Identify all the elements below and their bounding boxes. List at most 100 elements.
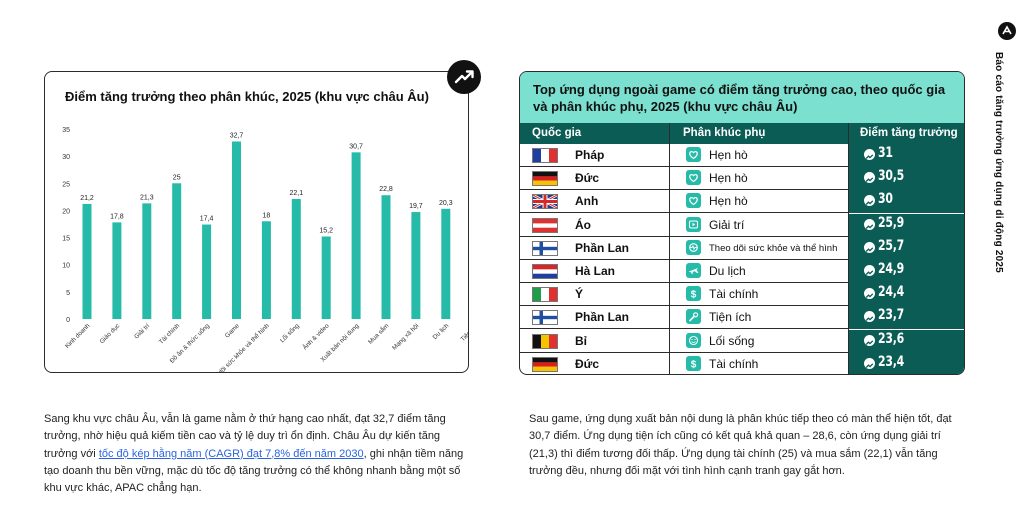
- growth-score: 31: [878, 145, 893, 161]
- netherlands-flag-icon: [532, 264, 558, 279]
- table-row: Pháp Hẹn hò 31: [520, 144, 964, 167]
- germany-flag-icon: [532, 356, 558, 372]
- table-row: Phần Lan Theo dõi sức khỏe và thể hình 25,…: [520, 236, 964, 260]
- table-row: Phần Lan Tiện ích 23,7: [520, 306, 964, 330]
- table-row: Đức Hẹn hò 30,5: [520, 167, 964, 191]
- segment-name: Lối sống: [709, 333, 755, 348]
- segment-name: Hẹn hò: [709, 194, 748, 209]
- svg-text:$: $: [691, 359, 697, 370]
- country-name: Đức: [575, 171, 600, 186]
- category-label: Mua sắm: [366, 321, 391, 346]
- belgium-flag-icon: [532, 333, 558, 349]
- table-column-headers: Quốc gia Phân khúc phụ Điểm tăng trưởng: [520, 123, 964, 144]
- score-cell: 24,9: [849, 260, 964, 283]
- score-cell: 25,7: [849, 236, 964, 260]
- report-title: Báo cáo tăng trưởng ứng dụng di động 202…: [993, 52, 1004, 273]
- category-label: Tài chính: [158, 322, 182, 346]
- col-score: Điểm tăng trưởng: [860, 127, 958, 139]
- side-header: Báo cáo tăng trưởng ứng dụng di động 202…: [992, 22, 1022, 282]
- brand-logo-icon: [998, 22, 1016, 40]
- bar: [291, 199, 301, 319]
- table-row: Bỉ Lối sống 23,6: [520, 329, 964, 353]
- bar: [261, 221, 271, 319]
- country-name: Phần Lan: [575, 240, 630, 255]
- table-header: Top ứng dụng ngoài game có điểm tăng trư…: [520, 72, 964, 123]
- bar: [172, 183, 182, 319]
- growth-score: 30: [878, 191, 893, 208]
- bar-value-label: 22,8: [379, 186, 393, 193]
- category-label: Game: [224, 322, 241, 339]
- trending-up-icon: [864, 265, 875, 276]
- svg-text:$: $: [691, 290, 697, 301]
- col-segment: Phân khúc phụ: [683, 127, 766, 139]
- table-title: Top ứng dụng ngoài game có điểm tăng trư…: [533, 82, 946, 114]
- country-name: Hà Lan: [575, 264, 616, 278]
- bar-value-label: 22,1: [289, 190, 303, 197]
- heart-icon: [686, 193, 701, 209]
- bar-value-label: 21,3: [140, 194, 154, 201]
- growth-score: 23,7: [878, 307, 905, 324]
- chart-title: Điểm tăng trưởng theo phân khúc, 2025 (k…: [65, 89, 429, 104]
- italy-flag-icon: [532, 287, 558, 303]
- column-divider: [669, 123, 670, 374]
- uk-flag-icon: [532, 194, 558, 210]
- segment-name: Tiện ích: [709, 310, 752, 325]
- bar-chart: 0 5 10 15 20 25 30 35 21,2 Kinh doanh 17,8 Giáo dục…: [62, 127, 469, 373]
- category-label: Ảnh & video: [300, 321, 331, 352]
- germany-flag-icon: [532, 171, 558, 187]
- fitness-icon: [686, 239, 701, 255]
- dollar-icon: $: [686, 286, 701, 302]
- segment-name: Theo dõi sức khỏe và thể hình: [709, 242, 838, 254]
- table-row: Ý $ Tài chính 24,4: [520, 283, 964, 307]
- trending-up-icon: [864, 218, 875, 230]
- heart-icon: [686, 147, 701, 162]
- bar: [82, 203, 92, 319]
- y-tick-label: 25: [62, 181, 70, 188]
- bar-value-label: 21,2: [80, 195, 94, 202]
- country-name: Đức: [575, 356, 600, 371]
- paragraph-left-text-end: , ghi nhận tiềm năng tạo doanh thu bền v…: [44, 447, 464, 495]
- y-tick-label: 15: [62, 236, 70, 243]
- country-name: Pháp: [575, 148, 605, 162]
- growth-score: 25,9: [878, 214, 905, 231]
- score-cell: 23,4: [849, 352, 964, 374]
- growth-score: 24,9: [878, 261, 905, 277]
- col-country: Quốc gia: [532, 127, 582, 139]
- category-label: Du lịch: [432, 322, 451, 341]
- table-row: Áo Giải trí 25,9: [520, 213, 964, 237]
- table-row: Đức $ Tài chính 23,4: [520, 352, 964, 374]
- trend-badge: [447, 60, 481, 94]
- segment-name: Giải trí: [709, 217, 745, 232]
- bar: [321, 236, 331, 319]
- segment-name: Du lịch: [709, 264, 746, 278]
- country-name: Anh: [575, 194, 599, 209]
- score-cell: 24,4: [849, 283, 964, 307]
- finland-flag-icon: [532, 240, 558, 256]
- bar-value-label: 17,4: [200, 216, 214, 223]
- table-row: Anh Hẹn hò 30: [520, 190, 964, 214]
- country-name: Phần Lan: [575, 310, 630, 325]
- bar: [381, 195, 391, 319]
- growth-score: 30,5: [878, 168, 905, 185]
- bar: [112, 222, 122, 319]
- trending-up-icon: [864, 241, 875, 253]
- bar: [441, 208, 451, 319]
- trending-up-icon: [454, 70, 474, 84]
- country-name: Ý: [575, 287, 584, 302]
- score-cell: 23,7: [849, 306, 964, 330]
- table-row: Hà Lan Du lịch 24,9: [520, 260, 964, 283]
- y-tick-label: 0: [66, 317, 70, 324]
- trending-up-icon: [864, 357, 875, 369]
- cagr-link[interactable]: tốc độ kép hằng năm (CAGR) đạt 7,8% đến …: [98, 447, 364, 460]
- growth-score: 23,6: [878, 330, 905, 347]
- bar-value-label: 19,7: [409, 203, 423, 210]
- y-tick-label: 35: [62, 127, 70, 134]
- bar: [351, 152, 361, 319]
- category-label: Tiện ích: [459, 322, 469, 343]
- bar-value-label: 25: [173, 174, 181, 181]
- category-label: Lối sống: [278, 321, 302, 345]
- wrench-icon: [686, 309, 701, 325]
- table-card: Top ứng dụng ngoài game có điểm tăng trư…: [519, 71, 965, 375]
- paragraph-left-text: Sang khu vực châu Âu, vẫn là game nằm ở …: [44, 413, 446, 460]
- bar-value-label: 30,7: [349, 143, 363, 150]
